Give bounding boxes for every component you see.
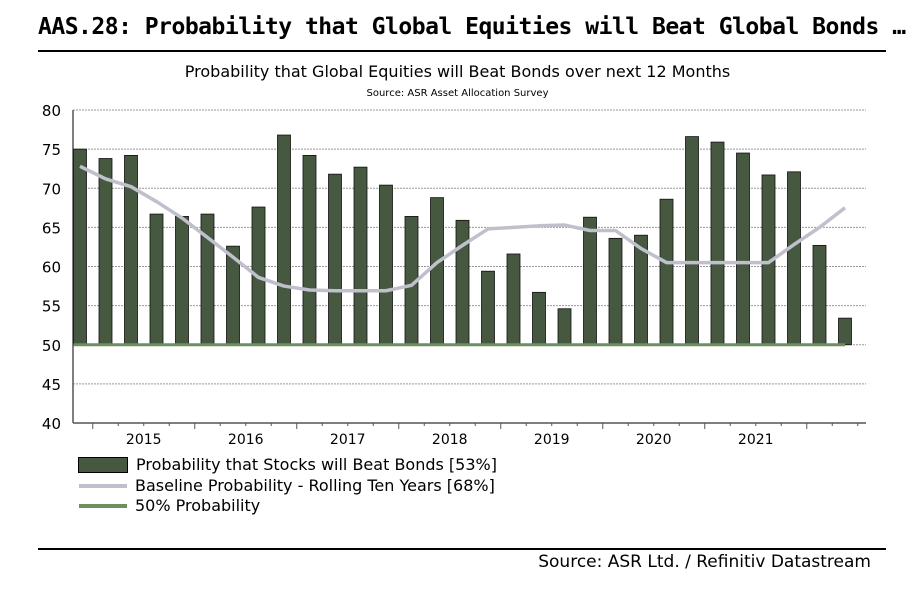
footer-rule [38,548,886,550]
bar [149,213,164,346]
x-tick-label: 2016 [228,432,264,448]
bar [787,171,801,346]
x-tick-label: 2019 [534,432,570,448]
y-tick-label: 55 [42,298,61,316]
x-tick-label: 2015 [126,432,162,448]
legend-swatch-fifty [79,503,127,508]
x-tick-label: 2020 [636,432,672,448]
bar [557,308,572,346]
y-tick-label: 40 [42,415,61,433]
legend-swatch-bars [78,456,128,473]
chart-title: Probability that Global Equities will Be… [184,62,731,81]
y-tick-label: 45 [42,376,61,394]
y-tick-label: 75 [42,141,61,159]
bar [328,173,342,346]
bar [353,166,368,346]
bar [73,148,87,346]
bar [659,198,674,346]
page-title: AAS.28: Probability that Global Equities… [38,14,906,40]
bar [379,184,393,346]
legend-baseline: Baseline Probability - Rolling Ten Years… [78,476,495,495]
bar [608,237,623,346]
legend-label-baseline: Baseline Probability - Rolling Ten Years… [135,476,495,495]
legend-label-fifty: 50% Probability [135,496,261,515]
bar [98,158,113,346]
bar [277,134,291,346]
bar [838,317,852,346]
bar [812,244,827,346]
bar [583,216,597,346]
y-tick-label: 65 [42,219,61,237]
legend-fifty: 50% Probability [78,496,260,515]
chart-subtitle: Source: ASR Asset Allocation Survey [366,88,549,99]
x-tick-label: 2018 [432,432,468,448]
bar [455,219,470,346]
bar [532,291,546,346]
y-tick-label: 50 [42,337,61,355]
bar [430,197,444,346]
y-tick-label: 80 [42,102,61,120]
y-tick-label: 70 [42,180,61,198]
footer-source: Source: ASR Ltd. / Refinitiv Datastream [538,552,871,572]
x-tick-label: 2021 [738,432,774,448]
bar [736,152,750,346]
legend-bars: Probability that Stocks will Beat Bonds … [78,455,497,474]
bar [175,216,189,346]
bar [710,141,725,346]
bar [302,154,317,346]
bar [506,253,521,346]
bar [685,136,699,346]
x-tick-label: 2017 [330,432,366,448]
legend-swatch-baseline [79,483,127,488]
baseline-line [79,164,847,293]
y-tick-label: 60 [42,259,61,277]
title-rule [38,50,886,52]
legend-label-bars: Probability that Stocks will Beat Bonds … [136,455,497,474]
bar [481,270,495,346]
